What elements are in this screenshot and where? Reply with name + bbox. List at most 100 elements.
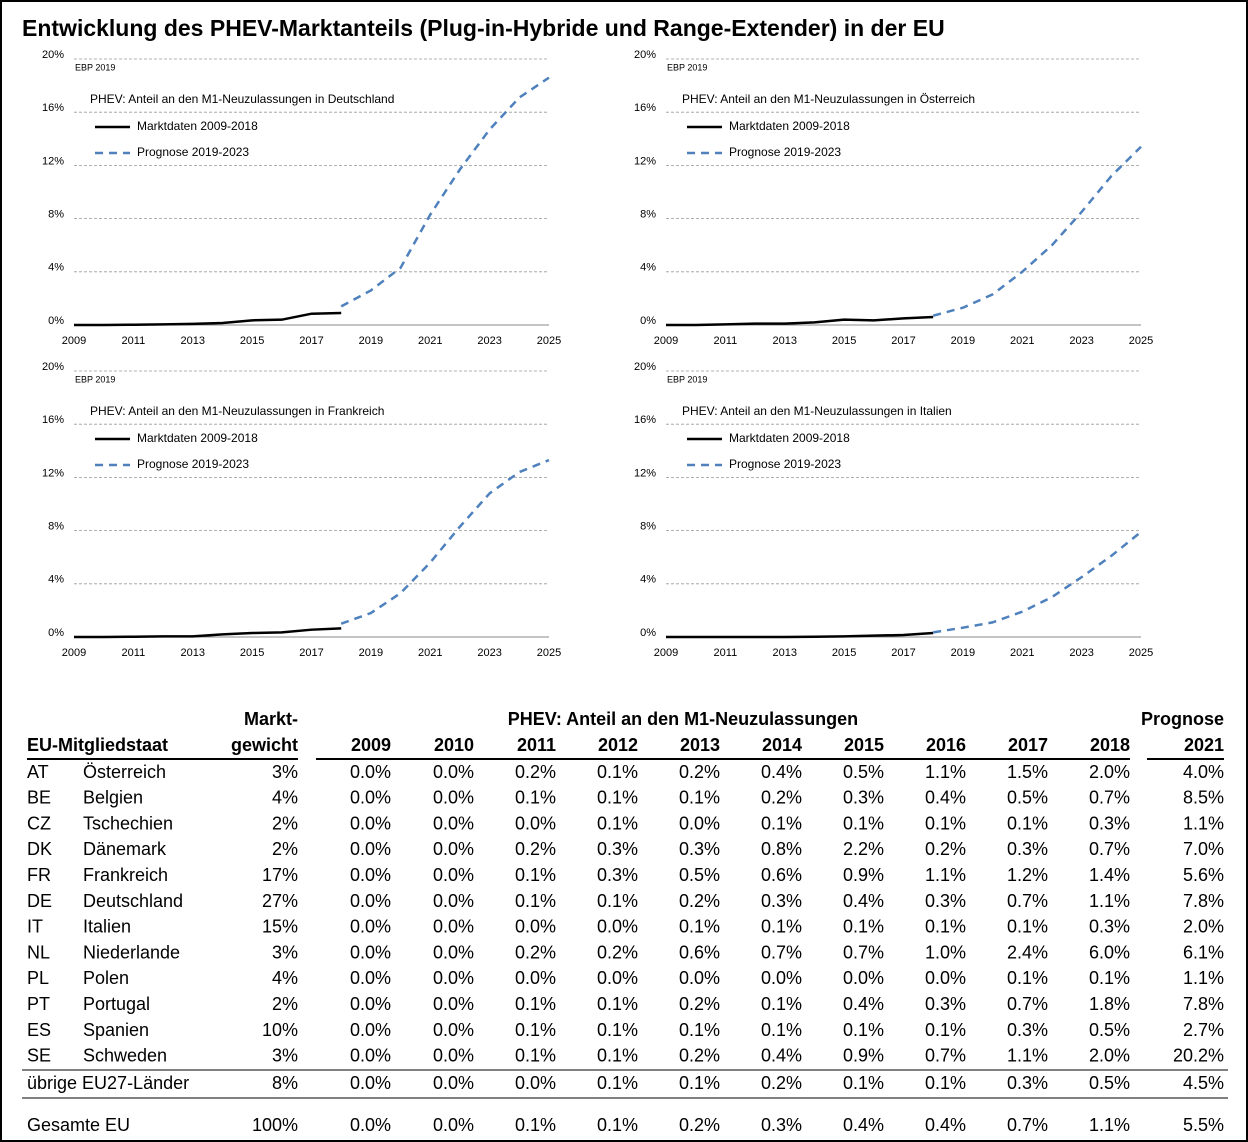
table-cell: 0.4% — [925, 788, 966, 808]
table-cell: 3% — [272, 762, 298, 782]
table-cell: 2.0% — [1183, 917, 1224, 937]
table-cell: 0.0% — [350, 839, 391, 859]
table-cell: 0.2% — [515, 942, 556, 962]
table-cell: SE — [27, 1046, 51, 1066]
table-cell: 20.2% — [1173, 1046, 1224, 1066]
table-cell: 2.0% — [1089, 762, 1130, 782]
table-cell: 2% — [272, 839, 298, 859]
table-cell: 0.0% — [433, 968, 474, 988]
table-cell: 0.1% — [761, 917, 802, 937]
table-cell: 0.3% — [679, 839, 720, 859]
y-tick-label: 20% — [634, 361, 656, 373]
y-tick-label: 12% — [634, 467, 656, 479]
table-cell: Belgien — [83, 788, 143, 808]
y-tick-label: 16% — [42, 102, 64, 114]
table-cell: 0.7% — [761, 942, 802, 962]
table-cell: DK — [27, 839, 52, 859]
x-tick-label: 2025 — [537, 335, 561, 347]
table-cell: 4.0% — [1183, 762, 1224, 782]
x-tick-label: 2019 — [951, 335, 975, 347]
x-tick-label: 2009 — [654, 647, 678, 659]
table-cell: 0.1% — [597, 1115, 638, 1135]
table-cell: 0.1% — [1007, 813, 1048, 833]
table-cell: PL — [27, 968, 49, 988]
table-cell: 0.0% — [433, 865, 474, 885]
table-cell: 0.0% — [515, 917, 556, 937]
x-tick-label: 2017 — [891, 335, 915, 347]
table-cell: 0.1% — [597, 994, 638, 1014]
table-cell: 0.4% — [925, 1115, 966, 1135]
table-cell: 0.8% — [761, 839, 802, 859]
x-tick-label: 2013 — [773, 335, 797, 347]
table-cell: 0.2% — [515, 839, 556, 859]
table-cell: 5.6% — [1183, 865, 1224, 885]
table-cell: 0.0% — [433, 1020, 474, 1040]
y-tick-label: 12% — [42, 155, 64, 167]
table-header: 2015 — [844, 735, 884, 755]
x-tick-label: 2023 — [1069, 647, 1093, 659]
table-cell: 0.3% — [1007, 1020, 1048, 1040]
table-cell: 0.0% — [350, 865, 391, 885]
page-title: Entwicklung des PHEV-Marktanteils (Plug-… — [22, 15, 945, 41]
table-cell: 2.4% — [1007, 942, 1048, 962]
table-cell: 0.0% — [350, 813, 391, 833]
chart-subtitle: PHEV: Anteil an den M1-Neuzulassungen in… — [90, 92, 394, 106]
table-cell: 0.0% — [350, 891, 391, 911]
table-cell: FR — [27, 865, 51, 885]
table-cell: 0.1% — [597, 762, 638, 782]
table-cell: 1.4% — [1089, 865, 1130, 885]
table-cell: 0.1% — [843, 1073, 884, 1093]
table-cell: 0.0% — [350, 1073, 391, 1093]
table-cell: 0.0% — [433, 762, 474, 782]
table-header: 2012 — [598, 735, 638, 755]
table-cell: 0.3% — [1089, 917, 1130, 937]
table-cell: 0.1% — [1007, 968, 1048, 988]
table-cell: 0.1% — [515, 1020, 556, 1040]
table-cell: 0.3% — [925, 891, 966, 911]
table-header: EU-Mitgliedstaat — [27, 735, 168, 755]
table-cell: 0.0% — [515, 968, 556, 988]
table-cell: 0.2% — [679, 762, 720, 782]
y-tick-label: 20% — [42, 49, 64, 61]
legend-label: Prognose 2019-2023 — [137, 457, 249, 471]
table-cell: 0.1% — [1007, 917, 1048, 937]
table-cell: 8% — [272, 1073, 298, 1093]
table-cell: 3% — [272, 942, 298, 962]
table-cell: 0.3% — [843, 788, 884, 808]
table-cell: 0.1% — [679, 917, 720, 937]
table-cell: 0.1% — [597, 891, 638, 911]
table-cell: 0.3% — [1007, 1073, 1048, 1093]
table-cell: 0.1% — [925, 813, 966, 833]
table-cell: 0.1% — [515, 891, 556, 911]
x-tick-label: 2009 — [62, 335, 86, 347]
table-cell: 0.1% — [843, 917, 884, 937]
table-header: 2009 — [351, 735, 391, 755]
table-cell: 0.2% — [597, 942, 638, 962]
table-cell: 0.2% — [679, 994, 720, 1014]
series-line — [666, 315, 934, 327]
table-cell: 1.1% — [1089, 1115, 1130, 1135]
table-cell: 0.3% — [1089, 813, 1130, 833]
table-cell: 0.0% — [433, 994, 474, 1014]
y-tick-label: 0% — [640, 315, 656, 327]
table-cell: 0.0% — [515, 813, 556, 833]
table-cell: 0.1% — [597, 1073, 638, 1093]
table-cell: 0.0% — [761, 968, 802, 988]
table-cell: 1.0% — [925, 942, 966, 962]
legend-label: Marktdaten 2009-2018 — [137, 119, 258, 133]
table-cell: Dänemark — [83, 839, 167, 859]
table-cell: 0.0% — [350, 1046, 391, 1066]
table-cell: 0.1% — [679, 1020, 720, 1040]
table-cell: 0.7% — [1089, 839, 1130, 859]
x-tick-label: 2013 — [773, 647, 797, 659]
table-cell: 0.5% — [679, 865, 720, 885]
table-cell: 0.7% — [843, 942, 884, 962]
table-cell: 0.2% — [679, 1046, 720, 1066]
x-tick-label: 2015 — [240, 335, 264, 347]
y-tick-label: 0% — [48, 627, 64, 639]
table-cell: 0.2% — [515, 762, 556, 782]
x-tick-label: 2015 — [832, 647, 856, 659]
y-tick-label: 20% — [42, 361, 64, 373]
y-tick-label: 12% — [634, 155, 656, 167]
